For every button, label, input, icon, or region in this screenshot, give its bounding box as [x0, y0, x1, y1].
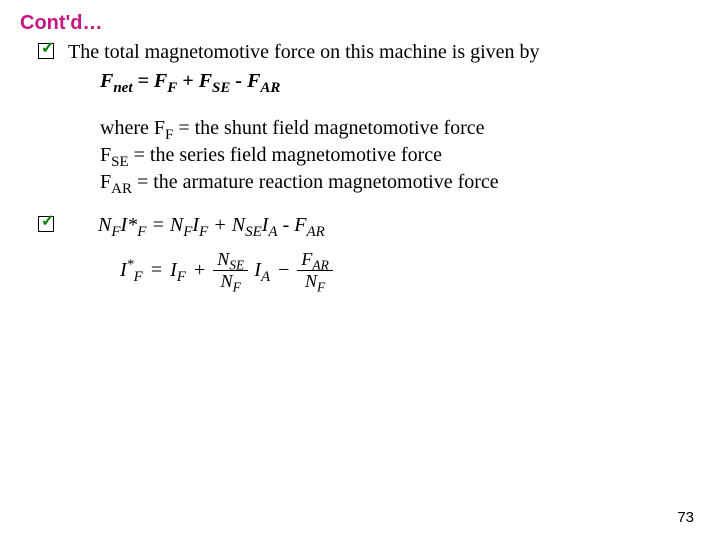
f-ar: FAR	[247, 70, 280, 92]
where-line-3: FAR = the armature reaction magnetomotiv…	[100, 169, 692, 196]
bullet1-formula: Fnet = FF + FSE - FAR	[100, 68, 692, 95]
bullet1-text: The total magnetomotive force on this ma…	[68, 39, 540, 66]
bullet-row-1: ✓ The total magnetomotive force on this …	[38, 39, 692, 66]
f-se: FSE	[199, 70, 231, 92]
where-line-1: where FF = the shunt field magnetomotive…	[100, 115, 692, 142]
f-net: Fnet	[100, 70, 133, 92]
fraction-2: FAR NF	[297, 249, 333, 291]
eq-sign: =	[133, 70, 154, 92]
checkbox-icon: ✓	[38, 216, 54, 232]
checkmark-icon: ✓	[41, 214, 54, 230]
fraction-1: NSE NF	[213, 249, 248, 291]
checkmark-icon: ✓	[41, 41, 54, 57]
checkbox-icon: ✓	[38, 43, 54, 59]
where-line-2: FSE = the series field magnetomotive for…	[100, 142, 692, 169]
page-number: 73	[677, 509, 694, 526]
minus-sign: -	[230, 70, 247, 92]
slide-title: Cont'd…	[20, 12, 692, 35]
bullet-row-2: ✓ NFI*F = NFIF + NSEIA - FAR	[38, 212, 692, 239]
bullet2-formula: NFI*F = NFIF + NSEIA - FAR	[98, 212, 325, 239]
equation-display: I*F = IF + NSE NF IA − FAR NF	[120, 249, 692, 291]
f-f: FF	[154, 70, 177, 92]
plus-sign: +	[177, 70, 198, 92]
